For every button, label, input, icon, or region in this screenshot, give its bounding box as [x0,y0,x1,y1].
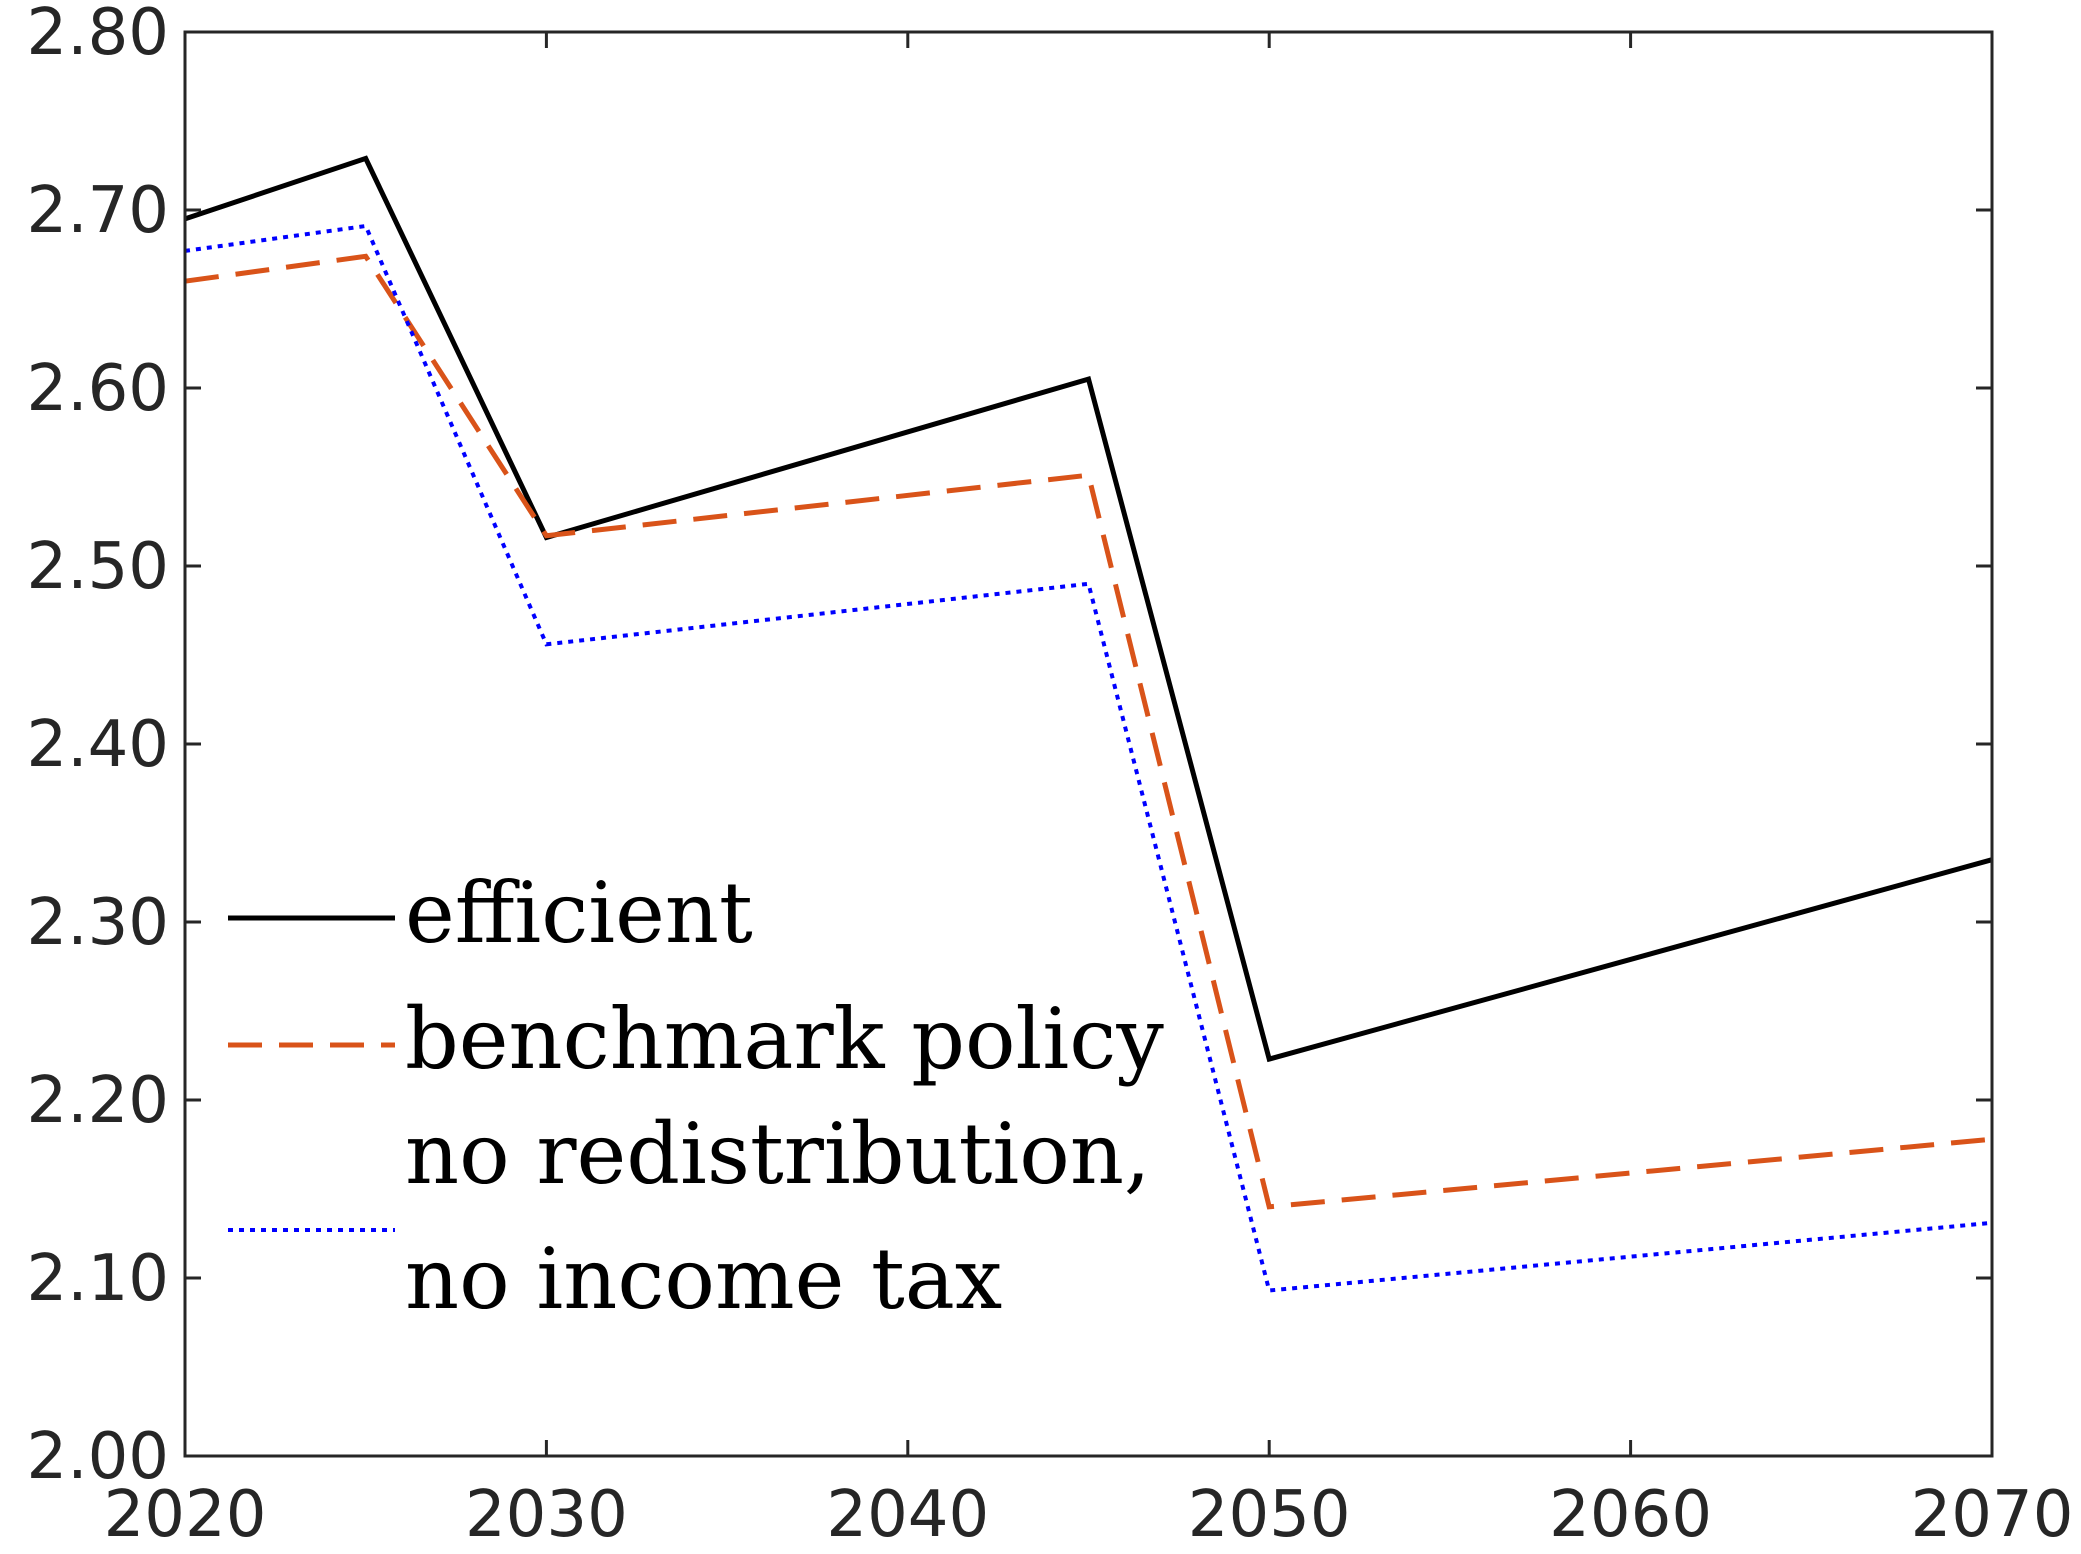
x-tick-label: 2040 [826,1478,989,1552]
legend-label-benchmark-policy: benchmark policy [405,990,1164,1088]
y-tick-label: 2.10 [27,1242,170,1316]
x-tick-label: 2020 [104,1478,267,1552]
series-line-1 [184,253,1993,1210]
series-line-0 [184,155,1993,1063]
y-tick-label: 2.00 [27,1420,170,1494]
legend-label-no-redistribution-line2: no income tax [405,1230,1002,1328]
y-tick-label: 2.50 [27,530,170,604]
y-tick-label: 2.40 [27,708,170,782]
x-tick-label: 2030 [465,1478,628,1552]
y-tick-label: 2.70 [27,174,170,248]
x-tick-label: 2050 [1188,1478,1351,1552]
y-tick-label: 2.20 [27,1064,170,1138]
x-tick-label: 2060 [1549,1478,1712,1552]
axis-ticks: 2020 2030 2040 2050 2060 2070 2.00 2.10 2.20 2.30… [27,0,2074,1552]
y-tick-label: 2.30 [27,886,170,960]
legend: efficient benchmark policy no redistribu… [228,864,1164,1328]
legend-label-efficient: efficient [405,864,753,962]
x-tick-label: 2070 [1911,1478,2074,1552]
legend-label-no-redistribution-line1: no redistribution, [405,1105,1151,1203]
y-tick-label: 2.60 [27,352,170,426]
y-tick-label: 2.80 [27,0,170,70]
series-lines [184,155,1993,1293]
